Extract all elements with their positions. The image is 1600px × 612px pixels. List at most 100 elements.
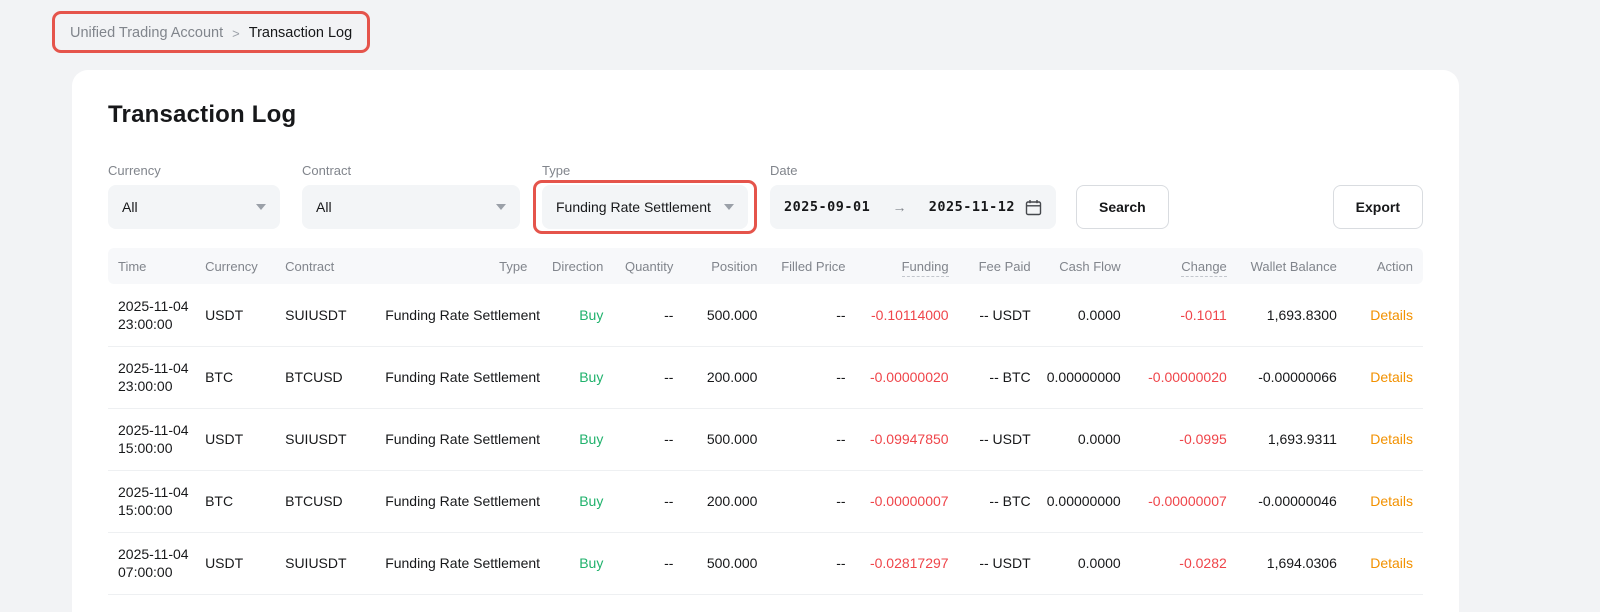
currency-select[interactable]: All	[108, 185, 280, 229]
cell-cash-flow: 0.00000000	[1040, 470, 1131, 533]
table-header: Time Currency Contract Type Direction Qu…	[108, 248, 1423, 284]
cell-type: Funding Rate Settlement	[385, 470, 540, 533]
contract-select[interactable]: All	[302, 185, 520, 229]
cell-funding: -0.00000007	[855, 470, 959, 533]
cell-fee-paid: -- BTC	[958, 346, 1041, 409]
cell-position: 200.000	[683, 470, 768, 533]
details-link[interactable]: Details	[1370, 493, 1413, 509]
col-header-filled-price: Filled Price	[767, 248, 856, 284]
breadcrumb-separator-icon: >	[232, 25, 240, 41]
cell-position: 200.000	[683, 346, 768, 409]
cell-funding: -0.02817297	[855, 532, 959, 595]
type-filter-label: Type	[542, 163, 571, 178]
details-link[interactable]: Details	[1370, 369, 1413, 385]
cell-contract: BTCUSD	[275, 470, 386, 533]
contract-select-value: All	[316, 199, 332, 215]
cell-change: -0.0995	[1130, 408, 1237, 471]
details-link[interactable]: Details	[1370, 431, 1413, 447]
col-header-contract: Contract	[275, 248, 386, 284]
cell-action: Details	[1346, 284, 1423, 347]
cell-fee-paid: -- USDT	[958, 532, 1041, 595]
cell-filled-price: --	[767, 408, 856, 471]
col-header-currency: Currency	[195, 248, 276, 284]
cell-time: 2025-11-04 07:00:00	[108, 532, 196, 595]
col-header-position: Position	[683, 248, 768, 284]
cell-position: 500.000	[683, 532, 768, 595]
type-select[interactable]: Funding Rate Settlement	[542, 185, 748, 229]
cell-direction: Buy	[537, 346, 614, 409]
cell-funding: -0.10114000	[855, 284, 959, 347]
cell-change: -0.0282	[1130, 532, 1237, 595]
cell-cash-flow: 0.0000	[1040, 408, 1131, 471]
transaction-log-card: Transaction Log Currency All Contract Al…	[72, 70, 1459, 612]
cell-currency: USDT	[195, 408, 276, 471]
breadcrumb: Unified Trading Account > Transaction Lo…	[52, 11, 371, 53]
cell-fee-paid: -- USDT	[958, 408, 1041, 471]
col-header-time: Time	[108, 248, 196, 284]
date-end-value[interactable]: 2025-11-12	[928, 199, 1015, 215]
cell-funding: -0.00000020	[855, 346, 959, 409]
date-filter: Date 2025-09-01 → 2025-11-12	[770, 163, 1056, 229]
filter-bar: Currency All Contract All Type	[108, 163, 1423, 234]
contract-filter-label: Contract	[302, 163, 352, 178]
cell-action: Details	[1346, 532, 1423, 595]
cell-fee-paid: -- USDT	[958, 284, 1041, 347]
table-body: 2025-11-04 23:00:00 USDT SUIUSDT Funding Rat…	[108, 284, 1423, 595]
currency-filter: Currency All	[108, 163, 280, 229]
col-header-fee-paid: Fee Paid	[958, 248, 1041, 284]
cell-quantity: --	[613, 532, 684, 595]
col-header-cash-flow: Cash Flow	[1040, 248, 1131, 284]
cell-cash-flow: 0.00000000	[1040, 346, 1131, 409]
col-header-quantity: Quantity	[613, 248, 684, 284]
cell-funding: -0.09947850	[855, 408, 959, 471]
cell-position: 500.000	[683, 284, 768, 347]
chevron-down-icon	[256, 204, 266, 210]
chevron-down-icon	[496, 204, 506, 210]
cell-wallet-balance: 1,693.9311	[1236, 408, 1347, 471]
cell-fee-paid: -- BTC	[958, 470, 1041, 533]
col-header-change[interactable]: Change	[1130, 248, 1237, 284]
col-header-direction: Direction	[537, 248, 614, 284]
cell-direction: Buy	[537, 532, 614, 595]
currency-filter-label: Currency	[108, 163, 161, 178]
cell-change: -0.00000007	[1130, 470, 1237, 533]
calendar-icon[interactable]	[1025, 199, 1042, 216]
col-header-action: Action	[1346, 248, 1423, 284]
cell-cash-flow: 0.0000	[1040, 284, 1131, 347]
table-row: 2025-11-04 15:00:00 USDT SUIUSDT Funding Rat…	[108, 408, 1423, 471]
date-start-value[interactable]: 2025-09-01	[784, 199, 871, 215]
details-link[interactable]: Details	[1370, 555, 1413, 571]
cell-filled-price: --	[767, 532, 856, 595]
cell-direction: Buy	[537, 470, 614, 533]
cell-type: Funding Rate Settlement	[385, 284, 540, 347]
breadcrumb-item-unified-trading-account[interactable]: Unified Trading Account	[70, 25, 224, 41]
cell-change: -0.1011	[1130, 284, 1237, 347]
cell-currency: USDT	[195, 284, 276, 347]
cell-cash-flow: 0.0000	[1040, 532, 1131, 595]
col-header-type: Type	[385, 248, 538, 284]
cell-filled-price: --	[767, 470, 856, 533]
col-header-funding[interactable]: Funding	[855, 248, 959, 284]
date-range-arrow-icon: →	[892, 199, 907, 215]
type-filter: Type Funding Rate Settlement	[533, 163, 757, 234]
cell-contract: SUIUSDT	[275, 532, 386, 595]
col-header-wallet-balance: Wallet Balance	[1236, 248, 1347, 284]
cell-wallet-balance: 1,693.8300	[1236, 284, 1347, 347]
cell-wallet-balance: -0.00000046	[1236, 470, 1347, 533]
date-range-picker[interactable]: 2025-09-01 → 2025-11-12	[770, 185, 1056, 229]
cell-quantity: --	[613, 346, 684, 409]
cell-currency: USDT	[195, 532, 276, 595]
cell-action: Details	[1346, 470, 1423, 533]
search-button[interactable]: Search	[1076, 185, 1169, 229]
cell-contract: SUIUSDT	[275, 408, 386, 471]
cell-filled-price: --	[767, 346, 856, 409]
cell-position: 500.000	[683, 408, 768, 471]
details-link[interactable]: Details	[1370, 306, 1413, 323]
export-button[interactable]: Export	[1332, 185, 1423, 229]
page-title: Transaction Log	[108, 101, 297, 128]
cell-contract: BTCUSD	[275, 346, 386, 409]
transaction-table: Time Currency Contract Type Direction Qu…	[108, 248, 1423, 595]
cell-quantity: --	[613, 408, 684, 471]
cell-time: 2025-11-04 23:00:00	[108, 284, 196, 347]
cell-direction: Buy	[537, 284, 614, 347]
